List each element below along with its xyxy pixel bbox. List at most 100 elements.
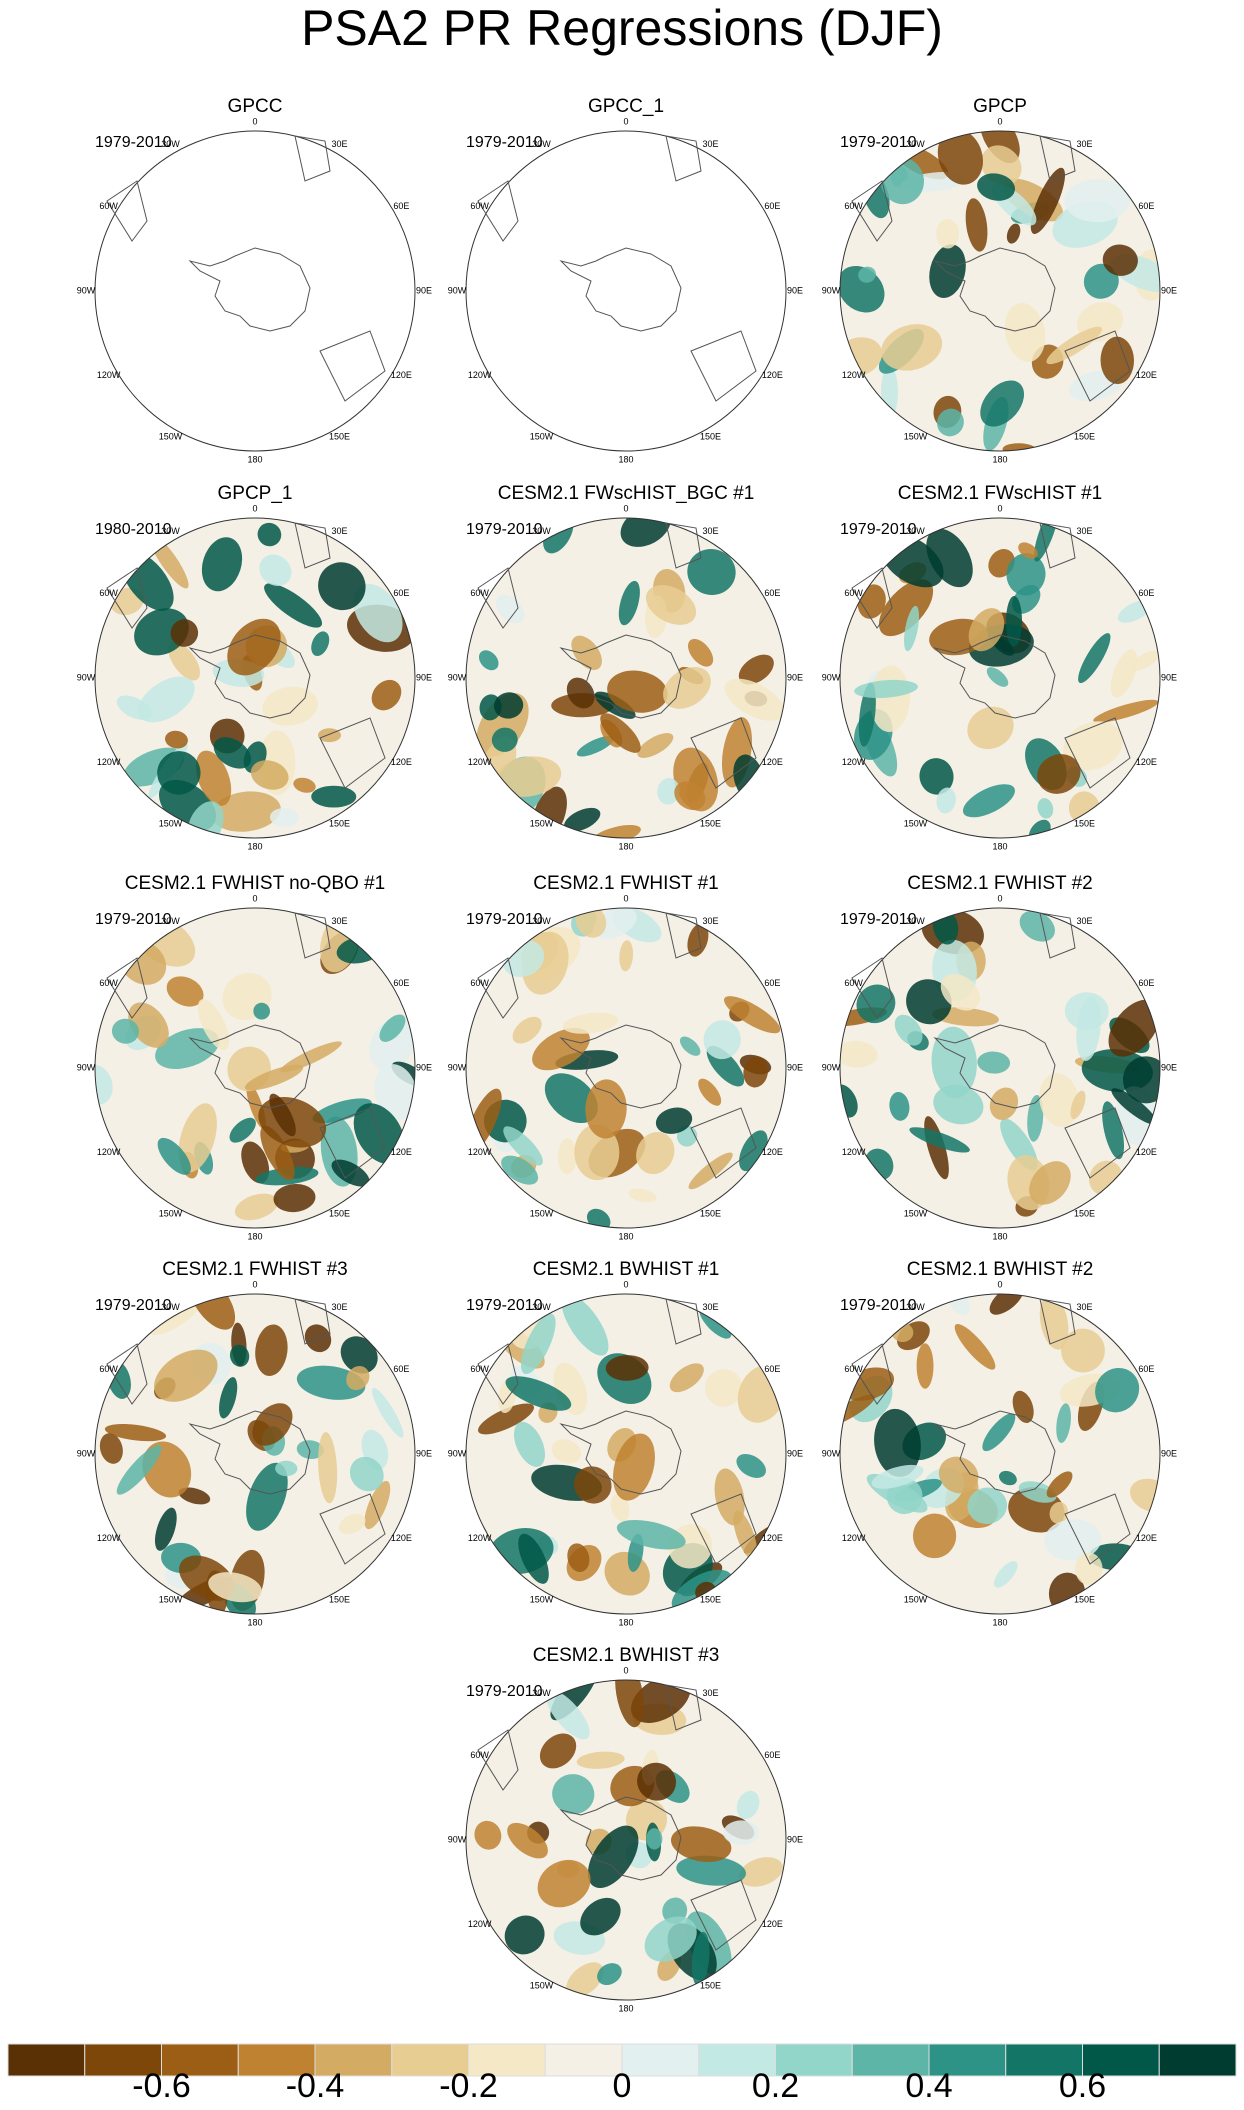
lon-label: 30E <box>702 1302 718 1312</box>
panel-title: CESM2.1 BWHIST #3 <box>533 1645 720 1666</box>
field-blob <box>269 1093 296 1137</box>
field-blob <box>273 1183 316 1213</box>
field-blob <box>338 1513 366 1534</box>
lon-label: 120E <box>762 1533 783 1543</box>
colorbar-box <box>851 2043 930 2077</box>
field-blob <box>576 1751 625 1769</box>
lon-label: 60W <box>470 1750 489 1760</box>
field-blob <box>894 1014 923 1046</box>
map-field <box>840 131 1160 451</box>
field-blob <box>1108 999 1160 1057</box>
lon-label: 30W <box>161 916 180 926</box>
field-blob <box>189 1294 236 1330</box>
lon-label: 150E <box>1074 1209 1095 1219</box>
colorbar-box <box>391 2043 469 2077</box>
field-blob <box>340 1336 378 1374</box>
field-blob <box>1037 754 1081 794</box>
field-blob <box>346 1366 370 1391</box>
lon-label: 0 <box>252 1279 257 1289</box>
field-blob <box>968 608 1005 652</box>
antarctica <box>933 1410 1056 1495</box>
lon-label: 0 <box>997 893 1002 903</box>
lon-label: 120E <box>391 370 412 380</box>
lon-label: 60E <box>393 1364 409 1374</box>
lon-label: 30E <box>331 526 347 536</box>
panel-period: 1979-2010 <box>466 521 543 538</box>
field-blob <box>1095 1367 1140 1413</box>
lon-label: 90W <box>77 672 96 682</box>
lon-label: 180 <box>618 1617 633 1627</box>
field-blob <box>733 1510 758 1561</box>
field-blob <box>478 650 499 671</box>
panel-title: GPCP_1 <box>218 483 293 504</box>
lon-label: 90E <box>787 1834 803 1844</box>
field-blob <box>909 1127 970 1153</box>
lon-label: 0 <box>623 116 628 126</box>
field-blob <box>539 1733 577 1769</box>
lon-label: 90W <box>448 285 467 295</box>
map-border <box>94 907 416 1229</box>
map-border <box>465 1293 787 1615</box>
lon-label: 60E <box>1138 588 1154 598</box>
field-blob <box>705 1369 743 1407</box>
lon-label: 30E <box>331 916 347 926</box>
lon-label: 120W <box>97 370 121 380</box>
antarctica <box>559 1410 682 1495</box>
field-blob <box>505 1376 572 1411</box>
lon-label: 30W <box>161 139 180 149</box>
field-blob <box>257 522 282 547</box>
lon-label: 150W <box>530 1981 554 1991</box>
field-blob <box>311 631 330 657</box>
field-blob <box>936 787 956 814</box>
field-blob <box>155 1028 220 1069</box>
field-blob <box>962 784 1015 818</box>
antarctica <box>933 634 1056 719</box>
lon-label: 30W <box>161 1302 180 1312</box>
field-blob <box>331 1159 370 1187</box>
field-blob <box>552 1774 595 1815</box>
field-blob <box>1004 302 1046 362</box>
field-blob <box>138 676 195 723</box>
field-blob <box>178 1103 217 1173</box>
panel-title: GPCC_1 <box>588 96 664 117</box>
field-blob <box>1122 1056 1160 1104</box>
field-blob <box>537 1859 591 1908</box>
lon-label: 120W <box>468 1533 492 1543</box>
lon-label: 150W <box>159 1595 183 1605</box>
lon-label: 60E <box>764 978 780 988</box>
lon-label: 90W <box>77 1448 96 1458</box>
lon-label: 0 <box>997 1279 1002 1289</box>
field-blob <box>881 324 943 371</box>
field-blob <box>919 758 954 795</box>
field-blob <box>977 173 1015 201</box>
field-blob <box>620 518 671 547</box>
lon-label: 90W <box>822 285 841 295</box>
colorbar-box <box>314 2043 393 2077</box>
lon-label: 150E <box>700 819 721 829</box>
panel-period: 1979-2010 <box>95 134 172 151</box>
field-blob <box>1006 223 1021 244</box>
field-blob <box>566 1962 604 1998</box>
lon-label: 60E <box>393 588 409 598</box>
lon-label: 60W <box>99 978 118 988</box>
lon-label: 60W <box>99 201 118 211</box>
antarctica <box>933 247 1056 332</box>
lon-label: 120E <box>391 757 412 767</box>
lon-label: 60W <box>470 201 489 211</box>
field-blob <box>1102 1101 1124 1160</box>
field-blob <box>743 1056 768 1088</box>
lon-label: 120E <box>391 1533 412 1543</box>
field-blob <box>878 579 934 637</box>
panel-period: 1979-2010 <box>466 1683 543 1700</box>
colorbar-tick-label: 0.4 <box>905 2067 952 2105</box>
panel-period: 1979-2010 <box>840 521 917 538</box>
field-blob <box>986 667 1009 687</box>
field-blob <box>1039 1073 1080 1127</box>
field-blob <box>591 824 641 838</box>
colorbar-tick-label: -0.6 <box>132 2067 191 2105</box>
field-blob <box>688 1152 733 1190</box>
colorbar-tick-label: -0.2 <box>439 2067 498 2105</box>
field-blob <box>364 1480 391 1530</box>
lon-label: 60W <box>844 588 863 598</box>
field-blob <box>929 244 966 299</box>
